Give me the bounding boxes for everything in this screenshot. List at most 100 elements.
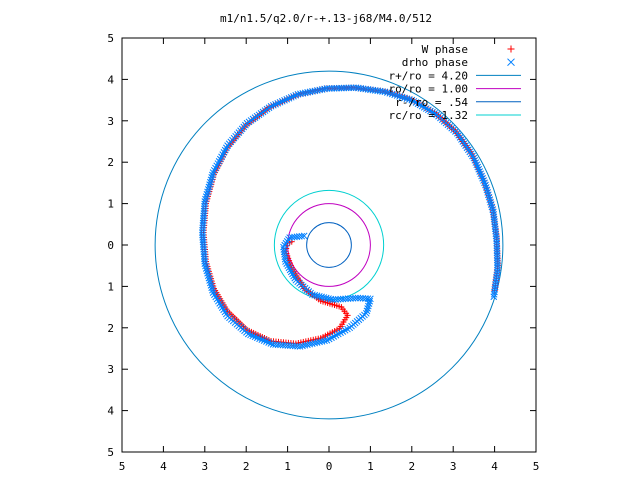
- cross-marker: [481, 179, 488, 187]
- cross-marker: [313, 339, 321, 346]
- cross-marker: [408, 96, 416, 104]
- legend-label: r-/ro = .54: [395, 96, 468, 109]
- cross-marker: [471, 156, 479, 164]
- axis-ticks: [121, 37, 537, 453]
- x-tick-label: 1: [367, 460, 374, 473]
- cross-marker: [283, 95, 291, 103]
- cross-marker: [253, 334, 261, 342]
- cross-marker: [276, 98, 284, 106]
- y-tick-label: 0: [107, 239, 114, 252]
- cross-marker: [473, 161, 481, 169]
- cross-marker: [420, 103, 428, 111]
- x-tick-label: 4: [160, 460, 167, 473]
- cross-marker: [256, 335, 263, 343]
- y-tick-label: 3: [107, 115, 114, 128]
- cross-marker: [201, 260, 209, 267]
- cross-marker: [208, 284, 216, 292]
- y-tick-label: 1: [107, 280, 114, 293]
- cross-marker: [427, 107, 434, 115]
- cross-marker: [398, 93, 406, 101]
- x-tick-label: 1: [284, 460, 291, 473]
- y-tick-label: 4: [107, 405, 114, 418]
- y-tick-label: 4: [107, 73, 114, 86]
- y-tick-label: 1: [107, 198, 114, 211]
- cross-marker: [485, 193, 493, 201]
- cross-marker: [476, 168, 484, 175]
- cross-marker: [209, 286, 216, 294]
- cross-marker: [475, 165, 483, 173]
- cross-marker: [297, 90, 304, 98]
- cross-marker: [206, 277, 213, 284]
- cross-marker: [482, 181, 489, 189]
- legend-label: ro/ro = 1.00: [389, 83, 468, 96]
- cross-marker: [292, 276, 300, 284]
- cross-marker: [487, 198, 494, 206]
- cross-marker: [391, 91, 399, 99]
- legend-marker-sample: [507, 45, 515, 53]
- cross-marker: [291, 274, 299, 282]
- cross-marker: [262, 338, 270, 345]
- cross-marker: [206, 181, 213, 188]
- x-tick-label: 4: [491, 460, 498, 473]
- cross-marker: [244, 330, 252, 338]
- chart-title: m1/n1.5/q2.0/r-+.13-j68/M4.0/512: [220, 12, 432, 25]
- cross-marker: [386, 89, 394, 97]
- legend-label: rc/ro = 1.32: [389, 109, 468, 122]
- cross-marker: [284, 262, 292, 270]
- cross-marker: [308, 340, 316, 347]
- cross-marker: [285, 264, 293, 272]
- cross-marker: [482, 184, 490, 191]
- legend-marker-sample: [507, 58, 515, 67]
- cross-marker: [425, 106, 432, 114]
- cross-marker: [299, 342, 306, 350]
- cross-marker: [274, 99, 282, 107]
- cross-marker: [484, 188, 491, 196]
- circle-curve: [306, 222, 352, 268]
- cross-marker: [203, 190, 211, 198]
- cross-marker: [477, 170, 485, 178]
- cross-marker: [396, 92, 403, 100]
- cross-marker: [311, 291, 319, 299]
- cross-marker: [429, 108, 436, 116]
- cross-marker: [208, 174, 216, 181]
- cross-marker: [403, 95, 411, 102]
- cross-marker: [316, 338, 323, 346]
- cross-marker: [304, 341, 311, 349]
- cross-marker: [203, 267, 211, 275]
- cross-marker: [247, 331, 254, 339]
- x-tick-label: 3: [450, 460, 457, 473]
- cross-marker: [285, 94, 293, 102]
- cross-marker: [306, 340, 314, 348]
- cross-marker: [290, 92, 297, 100]
- circle-curve: [273, 189, 385, 301]
- y-tick-label: 3: [107, 363, 114, 376]
- y-tick-label: 5: [107, 446, 114, 459]
- cross-marker: [487, 201, 495, 208]
- cross-marker: [287, 93, 295, 101]
- cross-marker: [388, 90, 396, 98]
- cross-marker: [418, 102, 426, 110]
- circle-curve: [287, 203, 371, 287]
- cross-marker: [484, 191, 492, 199]
- cross-marker: [207, 176, 215, 184]
- cross-marker: [249, 332, 257, 340]
- cross-marker: [433, 111, 440, 118]
- cross-marker: [364, 305, 371, 312]
- data-markers: [198, 84, 501, 350]
- cross-marker: [412, 99, 420, 106]
- cross-marker: [301, 341, 309, 349]
- cross-marker: [294, 90, 302, 98]
- cross-marker: [321, 337, 328, 345]
- cross-marker: [422, 105, 430, 112]
- legend-label: drho phase: [402, 56, 468, 69]
- cross-marker: [489, 206, 496, 213]
- cross-marker: [311, 339, 319, 347]
- cross-marker: [269, 101, 277, 109]
- cross-marker: [410, 97, 418, 105]
- cross-marker: [278, 97, 286, 105]
- cross-marker: [204, 272, 212, 280]
- x-tick-label: 5: [119, 460, 126, 473]
- circle-curve: [154, 70, 504, 420]
- cross-marker: [260, 337, 268, 344]
- cross-marker: [281, 96, 288, 104]
